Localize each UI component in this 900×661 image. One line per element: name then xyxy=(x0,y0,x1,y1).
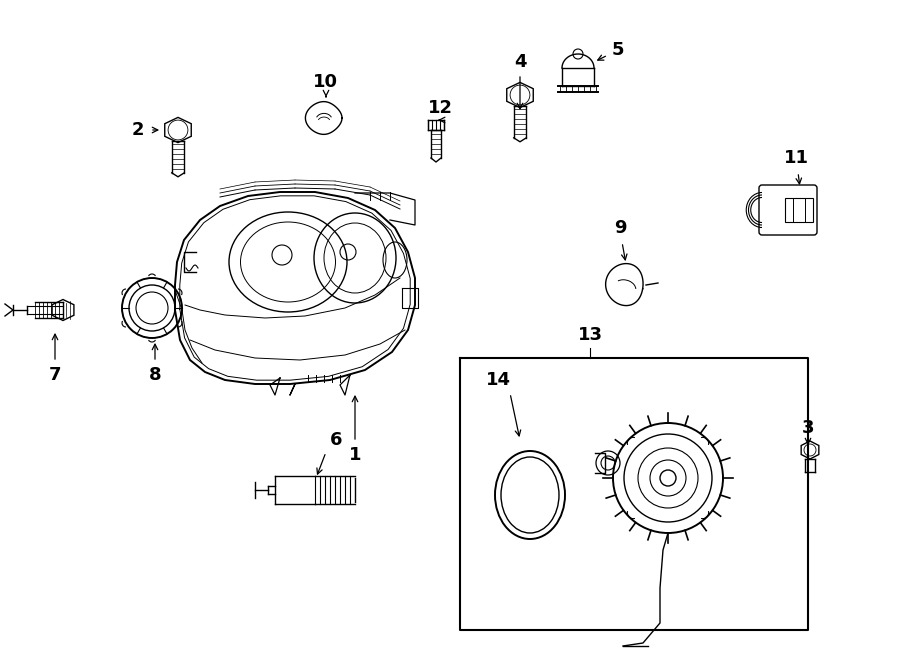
Text: 9: 9 xyxy=(614,219,626,237)
Text: 5: 5 xyxy=(612,41,625,59)
Text: 6: 6 xyxy=(329,431,342,449)
Text: 12: 12 xyxy=(428,99,453,117)
Text: 3: 3 xyxy=(802,419,814,437)
Text: 10: 10 xyxy=(312,73,338,91)
Text: 7: 7 xyxy=(49,366,61,384)
Text: 13: 13 xyxy=(578,326,602,344)
Text: 14: 14 xyxy=(485,371,510,389)
Text: 8: 8 xyxy=(148,366,161,384)
Text: 11: 11 xyxy=(784,149,808,167)
Text: 1: 1 xyxy=(349,446,361,464)
Text: 4: 4 xyxy=(514,53,526,71)
Text: 2: 2 xyxy=(131,121,144,139)
